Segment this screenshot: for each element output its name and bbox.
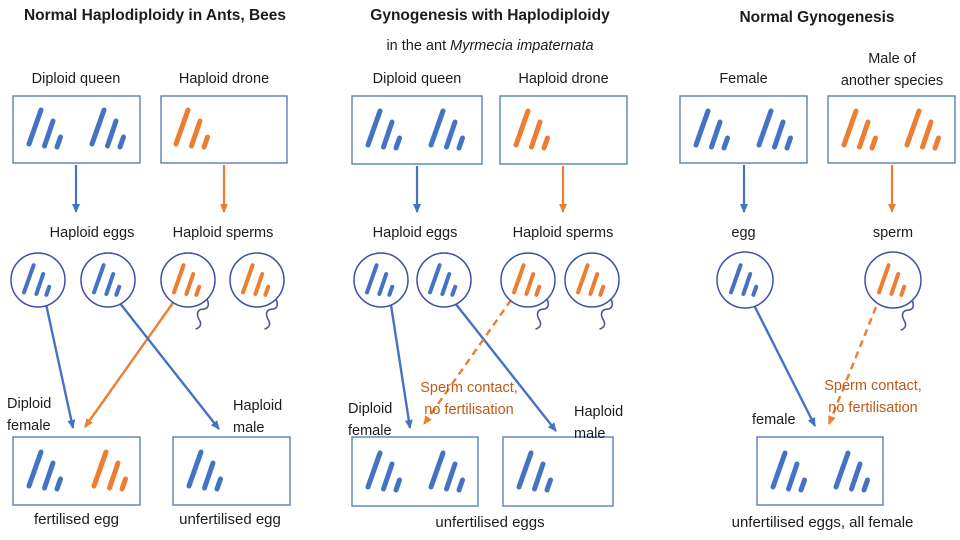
unfertilised-egg-box — [172, 436, 291, 506]
sperm-contact-note: Sperm contact, no fertilisation — [420, 380, 518, 418]
male-other-species-label: Male of another species — [840, 51, 944, 89]
unfertilised-eggs-all-female-caption: unfertilised eggs, all female — [731, 514, 914, 531]
unfertilised-egg-caption: unfertilised egg — [179, 511, 281, 528]
panel1-title: Normal Haplodiploidy in Ants, Bees — [23, 7, 287, 24]
diploid-queen-label: Diploid queen — [372, 71, 462, 87]
egg-cell — [10, 252, 66, 308]
female-offspring-label: female — [752, 412, 796, 428]
panel2-subtitle: in the ant Myrmecia impaternata — [340, 37, 640, 55]
egg-cell — [416, 252, 472, 308]
sperm-label: sperm — [872, 225, 914, 241]
panel2-graphics — [351, 95, 628, 507]
egg-to-male-arrow — [454, 302, 557, 432]
haploid-drone-label: Haploid drone — [178, 71, 270, 87]
haploid-sperms-label: Haploid sperms — [172, 225, 274, 241]
egg-to-fertilised-arrow — [44, 303, 76, 429]
panel2-title: Gynogenesis with Haplodiploidy — [370, 7, 610, 24]
subtitle-prefix: in the ant — [386, 38, 451, 54]
sperm-cell — [864, 251, 922, 309]
sperm-cell — [500, 252, 556, 308]
egg-cell — [716, 251, 774, 309]
sperm-cell — [160, 252, 216, 308]
unfertilised-eggs-box — [756, 436, 884, 506]
egg-to-female-arrow — [389, 304, 413, 429]
sperm-contact-dashed-arrow — [423, 299, 512, 425]
haploid-drone-box — [499, 95, 628, 165]
diploid-female-label: Diploid female — [348, 401, 393, 439]
diploid-female-label: Diploid female — [7, 396, 52, 434]
egg-to-unfertilised-arrow — [118, 301, 220, 430]
sperm-contact-note: Sperm contact, no fertilisation — [824, 378, 922, 416]
sperm-contact-dashed-arrow — [827, 306, 878, 425]
sperm-cell — [564, 252, 620, 308]
haploid-male-label: Haploid male — [233, 398, 283, 436]
sperm-cell — [229, 252, 285, 308]
female-label: Female — [719, 71, 768, 87]
unfertilised-eggs-caption: unfertilised eggs — [435, 514, 545, 531]
panel3-graphics — [679, 95, 956, 506]
haploid-eggs-label: Haploid eggs — [372, 225, 458, 241]
egg-cell — [80, 252, 136, 308]
haploid-sperms-label: Haploid sperms — [512, 225, 614, 241]
egg-to-offspring-arrow — [753, 306, 817, 427]
egg-cell — [353, 252, 409, 308]
panel1-graphics — [10, 95, 291, 506]
sperm-to-fertilised-arrow — [84, 299, 176, 428]
diploid-queen-label: Diploid queen — [31, 71, 121, 87]
haploid-male-box — [502, 436, 614, 507]
haploid-drone-label: Haploid drone — [518, 71, 609, 87]
fertilised-egg-caption: fertilised egg — [33, 511, 120, 528]
haploid-eggs-label: Haploid eggs — [49, 225, 135, 241]
species-name: Myrmecia impaternata — [450, 38, 594, 54]
haploid-male-label: Haploid male — [574, 404, 624, 442]
egg-label: egg — [731, 225, 756, 241]
panel3-title: Normal Gynogenesis — [739, 9, 895, 26]
